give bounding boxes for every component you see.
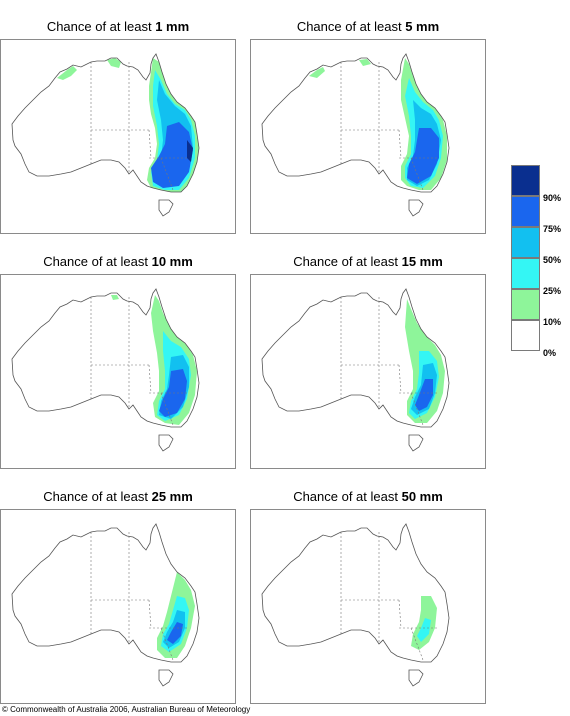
- rainfall-probability-shading: [57, 58, 199, 192]
- panel-title: Chance of at least 15 mm: [250, 253, 486, 271]
- title-prefix: Chance of at least: [293, 489, 402, 504]
- rainfall-probability-shading: [405, 299, 445, 423]
- coastline: [261, 523, 450, 663]
- state-border: [160, 157, 174, 191]
- coastline: [11, 523, 200, 663]
- panel-title: Chance of at least 50 mm: [250, 488, 486, 506]
- legend-swatch-0-10: [511, 320, 540, 351]
- legend-label-0: 0%: [543, 348, 557, 358]
- land-mass: [262, 524, 449, 662]
- coastline: [261, 288, 450, 428]
- title-prefix: Chance of at least: [46, 19, 156, 34]
- title-amount: 15 mm: [401, 254, 443, 269]
- tasmania: [408, 434, 424, 452]
- state-border: [410, 157, 424, 191]
- title-prefix: Chance of at least: [43, 254, 152, 269]
- title-prefix: Chance of at least: [43, 489, 152, 504]
- rainfall-probability-shading: [411, 596, 437, 650]
- coastline: [11, 53, 200, 193]
- state-border: [410, 392, 424, 426]
- title-amount: 25 mm: [151, 489, 193, 504]
- tasmania: [408, 669, 424, 687]
- panel-title: Chance of at least 10 mm: [0, 253, 236, 271]
- legend-label-25: 25%: [543, 286, 562, 296]
- state-border: [148, 364, 152, 394]
- legend-label-10: 10%: [543, 317, 562, 327]
- legend-swatch-50-75: [511, 227, 540, 258]
- land-mass: [262, 289, 449, 427]
- legend-swatch-75-90: [511, 196, 540, 227]
- coastline: [11, 288, 200, 428]
- rainfall-probability-shading: [309, 58, 447, 190]
- probability-legend: 90% 75% 50% 25% 10% 0%: [511, 165, 569, 360]
- title-prefix: Chance of at least: [296, 19, 406, 34]
- australia-map: [250, 509, 486, 704]
- australia-map: [0, 509, 236, 704]
- title-amount: 10 mm: [151, 254, 193, 269]
- land-mass: [12, 524, 199, 662]
- coastline: [261, 53, 450, 193]
- state-border: [148, 599, 152, 629]
- panel-title: Chance of at least 25 mm: [0, 488, 236, 506]
- legend-label-75: 75%: [543, 224, 562, 234]
- tasmania: [408, 199, 424, 217]
- tasmania: [158, 434, 174, 452]
- title-amount: 1 mm: [155, 19, 190, 34]
- state-border: [410, 627, 424, 661]
- tasmania: [158, 669, 174, 687]
- legend-swatch-90-100: [511, 165, 540, 196]
- state-border: [160, 627, 174, 661]
- legend-label-90: 90%: [543, 193, 562, 203]
- title-amount: 50 mm: [401, 489, 443, 504]
- rainfall-probability-shading: [111, 295, 197, 425]
- australia-map: [0, 274, 236, 469]
- state-border: [398, 364, 402, 394]
- title-prefix: Chance of at least: [293, 254, 402, 269]
- australia-map: [250, 274, 486, 469]
- state-border: [148, 129, 152, 159]
- state-border: [398, 129, 402, 159]
- australia-map: [0, 39, 236, 234]
- legend-swatch-25-50: [511, 258, 540, 289]
- legend-swatch-10-25: [511, 289, 540, 320]
- panel-title: Chance of at least 1 mm: [0, 18, 236, 36]
- copyright-notice: © Commonwealth of Australia 2006, Austra…: [2, 705, 251, 714]
- title-amount: 5 mm: [405, 19, 440, 34]
- tasmania: [158, 199, 174, 217]
- australia-map: [250, 39, 486, 234]
- panel-title: Chance of at least 5 mm: [250, 18, 486, 36]
- state-border: [398, 599, 402, 629]
- rainfall-probability-shading: [157, 572, 195, 658]
- state-border: [160, 392, 174, 426]
- legend-label-50: 50%: [543, 255, 562, 265]
